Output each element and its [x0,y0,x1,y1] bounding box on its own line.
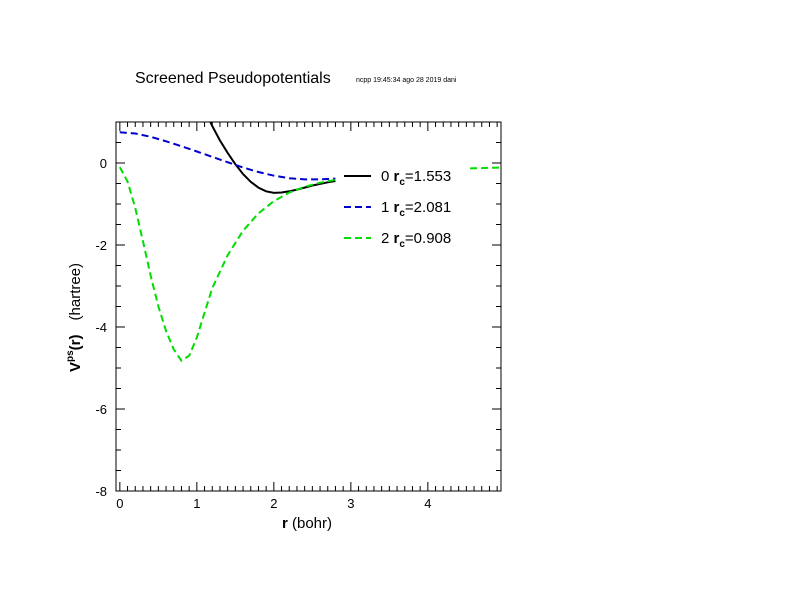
x-tick-labels: 0 1 2 3 4 [116,496,431,511]
y-axis-label-argument: (r) [67,334,84,350]
y-tick-label: -8 [95,484,107,499]
y-tick-label: -6 [95,402,107,417]
x-tick-label: 0 [116,496,123,511]
x-axis-label-unit: (bohr) [288,515,332,532]
x-tick-label: 1 [193,496,200,511]
x-axis-label: r (bohr) [282,515,332,532]
x-tick-label: 4 [424,496,431,511]
legend-box [338,156,470,248]
x-axis-label-symbol: r [282,515,288,532]
legend-label-1: 1 rc=2.081 [381,199,451,219]
series-line-2 [118,166,501,362]
series-layer [118,122,501,362]
chart-title: Screened Pseudopotentials [135,70,331,87]
y-axis-label-unit: (hartree) [67,263,84,321]
series-line-1 [119,131,336,181]
legend-label-0: 0 rc=1.553 [381,168,451,188]
y-tick-labels: 0 -2 -4 -6 -8 [95,156,107,499]
y-tick-label: 0 [100,156,107,171]
y-tick-label: -2 [95,238,107,253]
legend-label-2: 2 rc=0.908 [381,230,451,250]
x-tick-label: 2 [270,496,277,511]
plot-frame [115,121,502,492]
series-line-0 [209,122,336,194]
legend: 0 rc=1.553 1 rc=2.081 2 rc=0.908 [338,156,470,250]
x-tick-label: 3 [347,496,354,511]
y-axis-label-symbol: V [67,362,84,372]
chart-subtitle: ncpp 19:45:34 ago 28 2019 dani [356,77,457,84]
y-tick-label: -4 [95,320,107,335]
y-axis-label-superscript: ps [65,350,76,362]
y-axis-label: Vps(r) (hartree) [65,263,84,372]
